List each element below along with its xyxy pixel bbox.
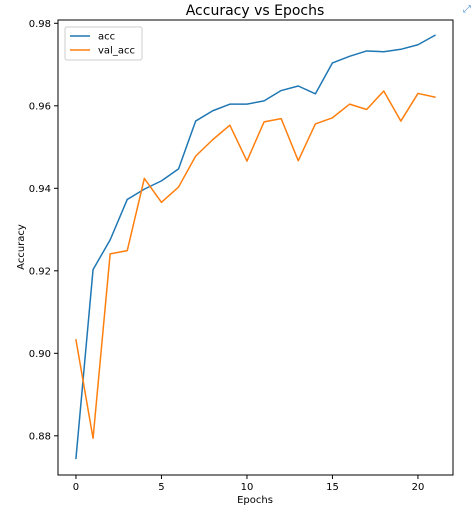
x-tick-label: 15 — [326, 482, 339, 493]
plot-frame — [57, 19, 454, 476]
legend-label-val-acc: val_acc — [98, 46, 135, 57]
y-tick-label: 0.92 — [29, 266, 51, 277]
legend-label-acc: acc — [98, 32, 115, 43]
expand-icon[interactable]: ⤢ — [463, 4, 471, 15]
y-tick-label: 0.96 — [29, 101, 51, 112]
series-layer — [75, 34, 436, 460]
y-tick-label: 0.98 — [29, 19, 51, 30]
series-line-acc — [75, 34, 436, 460]
x-axis-ticks: 0 5 10 15 20 — [73, 475, 425, 493]
x-tick-label: 20 — [412, 482, 425, 493]
y-axis-label: Accuracy — [16, 224, 27, 270]
series-line-val-acc — [75, 90, 436, 440]
chart-title: Accuracy vs Epochs — [186, 3, 325, 19]
x-axis-label: Epochs — [237, 495, 273, 506]
y-tick-label: 0.88 — [29, 431, 51, 442]
y-tick-label: 0.90 — [29, 349, 51, 360]
legend: acc val_acc — [64, 26, 143, 61]
x-tick-label: 0 — [73, 482, 79, 493]
y-axis-ticks: 0.88 0.90 0.92 0.94 0.96 0.98 — [29, 19, 58, 442]
y-tick-label: 0.94 — [29, 184, 51, 195]
x-tick-label: 5 — [158, 482, 164, 493]
x-tick-label: 10 — [241, 482, 254, 493]
